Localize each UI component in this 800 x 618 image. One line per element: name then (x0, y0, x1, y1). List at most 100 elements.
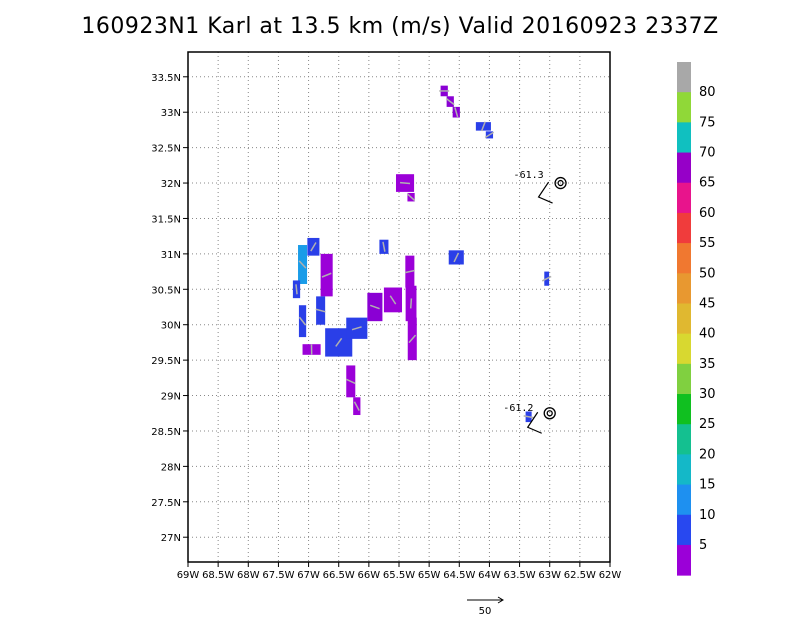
colorbar-label: 5 (699, 538, 707, 553)
x-tick-label: 65.5W (383, 570, 415, 581)
wind-arrow (541, 275, 552, 282)
x-ticks: 69W 68.5W 68W 67.5W 67W 66.5W 66W 65.5W 65W 64.5W… (177, 562, 622, 581)
y-tick-label: 32N (161, 179, 181, 190)
colorbar-segment (677, 212, 691, 244)
y-tick-label: 31N (161, 250, 181, 261)
colorbar: 80 75 70 65 60 55 50 45 40 35 30 25 20 15 10 5 (677, 62, 716, 576)
y-tick-label: 33N (161, 108, 181, 119)
wind-arrow (345, 378, 356, 385)
colorbar-label: 55 (699, 236, 716, 251)
colorbar-label: 35 (699, 357, 716, 372)
wind-barb (526, 411, 542, 434)
y-tick-label: 33.5N (151, 73, 181, 84)
wind-arrow (480, 121, 486, 132)
wind-arrow (404, 269, 415, 274)
chart-title: 160923N1 Karl at 13.5 km (m/s) Valid 201… (81, 14, 719, 39)
wind-arrow (295, 284, 298, 295)
colorbar-segment (677, 394, 691, 425)
colorbar-segment (677, 273, 691, 304)
colorbar-segment (677, 182, 691, 214)
storm-core (557, 179, 564, 187)
colorbar-segment (677, 363, 691, 395)
y-tick-label: 28N (161, 462, 181, 473)
reference-arrowhead (497, 596, 504, 604)
colorbar-label: 45 (699, 296, 716, 311)
x-tick-label: 62W (599, 570, 622, 581)
x-tick-label: 62.5W (564, 570, 596, 581)
colorbar-label: 60 (699, 206, 716, 221)
x-tick-label: 65W (418, 570, 441, 581)
wind-arrow (353, 401, 360, 411)
wind-arrow (382, 241, 386, 252)
colorbar-label: 10 (699, 508, 716, 523)
colorbar-segment (677, 484, 691, 516)
x-tick-label: 67.5W (262, 570, 294, 581)
pressure-annotation: -61.2 (503, 403, 533, 414)
y-tick-label: 32.5N (151, 144, 181, 155)
y-tick-label: 31.5N (151, 214, 181, 225)
y-tick-label: 27.5N (151, 498, 181, 509)
y-tick-label: 29.5N (151, 356, 181, 367)
wind-arrow (453, 252, 460, 263)
x-tick-label: 67W (297, 570, 320, 581)
y-tick-label: 29N (161, 392, 181, 403)
wind-arrow (406, 193, 416, 202)
colorbar-segment (677, 243, 691, 274)
wind-arrow (298, 260, 307, 269)
wind-barb (537, 181, 553, 204)
colorbar-segment (677, 122, 691, 154)
x-tick-label: 66.5W (323, 570, 355, 581)
reference-label: 50 (479, 606, 492, 617)
x-tick-label: 64W (478, 570, 501, 581)
x-tick-label: 69W (177, 570, 200, 581)
wind-arrow (408, 334, 417, 344)
wind-arrow (369, 304, 380, 310)
wind-arrow (335, 337, 343, 347)
colorbar-segment (677, 424, 691, 455)
wind-arrow (315, 308, 326, 313)
annotations: -61.3 -61.2 (503, 170, 543, 414)
colorbar-label: 15 (699, 478, 716, 493)
storm-ring (543, 407, 556, 420)
x-tick-label: 66W (358, 570, 381, 581)
wind-arrow (321, 272, 332, 278)
colorbar-label: 70 (699, 146, 716, 161)
grid-lines (188, 52, 610, 562)
wind-arrow (445, 97, 455, 106)
colorbar-segment (677, 62, 691, 93)
y-tick-label: 28.5N (151, 427, 181, 438)
colorbar-label: 65 (699, 176, 716, 191)
wind-arrow (310, 242, 317, 252)
pressure-annotation: -61.3 (514, 170, 544, 181)
wind-arrow (298, 316, 307, 326)
wind-arrow (454, 107, 459, 118)
y-tick-label: 27N (161, 533, 181, 544)
wind-arrow (389, 295, 397, 305)
colorbar-segment (677, 514, 691, 546)
colorbar-segment (677, 454, 691, 486)
colorbar-label: 75 (699, 115, 716, 130)
colorbar-segment (677, 544, 691, 576)
colorbar-segment (677, 152, 691, 184)
wind-arrows (295, 90, 552, 419)
storm-core (546, 410, 553, 417)
colorbar-label: 80 (699, 85, 716, 100)
y-ticks: 27N 27.5N 28N 28.5N 29N 29.5N 30N 30.5N 31N 31.5N… (151, 73, 188, 544)
heatmap-cells (292, 85, 550, 423)
reference-vector: 50 (467, 596, 504, 617)
colorbar-segment (677, 333, 691, 365)
storm-ring (554, 176, 567, 190)
wind-arrow (399, 181, 411, 185)
colorbar-segment (677, 92, 691, 123)
colorbar-label: 20 (699, 447, 716, 462)
wind-arrow (484, 131, 495, 139)
wind-arrow (351, 326, 362, 331)
wind-arrow (523, 415, 534, 419)
colorbar-label: 40 (699, 327, 716, 342)
wind-arrow (409, 298, 413, 309)
x-tick-label: 68W (237, 570, 260, 581)
colorbar-label: 25 (699, 417, 716, 432)
x-tick-label: 68.5W (202, 570, 234, 581)
y-tick-label: 30.5N (151, 285, 181, 296)
